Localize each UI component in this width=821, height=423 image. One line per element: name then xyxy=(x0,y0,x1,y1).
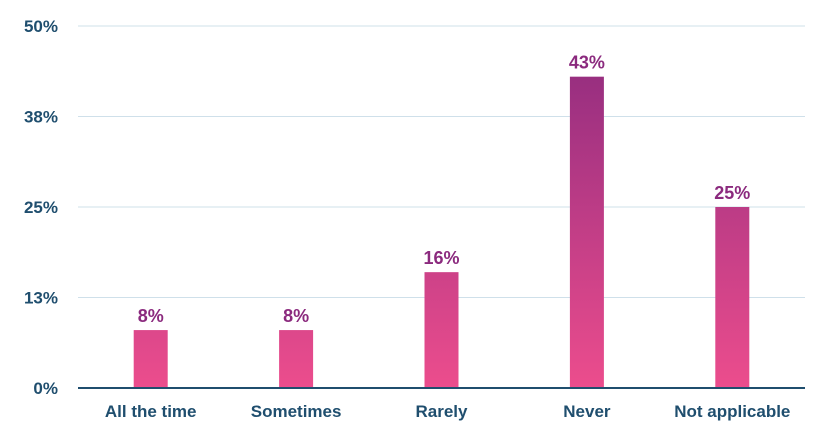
x-category-label: Rarely xyxy=(416,402,469,421)
bar xyxy=(715,207,750,388)
data-label: 8% xyxy=(138,306,164,326)
bars xyxy=(133,76,750,389)
x-category-label: All the time xyxy=(105,402,197,421)
data-label: 25% xyxy=(714,183,750,203)
bar xyxy=(279,330,314,388)
data-label: 8% xyxy=(283,306,309,326)
y-tick-label: 25% xyxy=(24,198,58,217)
x-category-label: Not applicable xyxy=(674,402,790,421)
x-axis-categories: All the time Sometimes Rarely Never Not appl… xyxy=(105,402,791,421)
y-tick-label: 50% xyxy=(24,17,58,36)
x-category-label: Sometimes xyxy=(251,402,342,421)
x-category-label: Never xyxy=(563,402,611,421)
y-tick-label: 38% xyxy=(24,108,58,127)
bar xyxy=(424,272,459,388)
bar xyxy=(569,76,604,389)
y-tick-label: 13% xyxy=(24,289,58,308)
bar xyxy=(133,330,168,388)
y-axis-ticks: 0% 13% 25% 38% 50% xyxy=(24,17,58,398)
data-label: 43% xyxy=(569,53,605,73)
data-labels: 8% 8% 16% 43% 25% xyxy=(138,53,751,326)
data-label: 16% xyxy=(423,248,459,268)
y-tick-label: 0% xyxy=(33,379,58,398)
